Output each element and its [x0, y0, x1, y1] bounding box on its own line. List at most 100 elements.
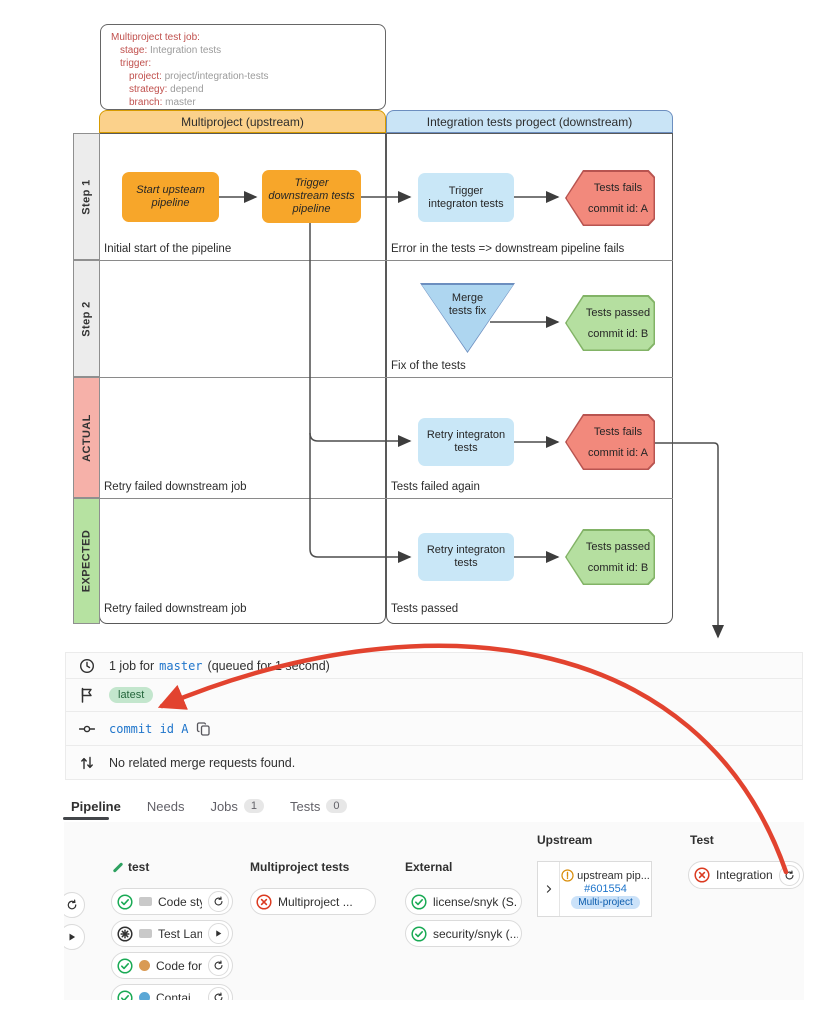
job-summary-pre: 1 job for [109, 658, 155, 673]
code-value: master [165, 97, 196, 108]
retry-icon [67, 899, 77, 910]
pipeline-mr-row: No related merge requests found. [65, 746, 803, 780]
row-divider [99, 498, 673, 499]
job-code-style[interactable]: Code style [111, 888, 233, 915]
retry-downstream-button[interactable] [779, 864, 800, 886]
node-tests-passed-expected: Tests passed commit id: B [565, 529, 655, 585]
commit-link[interactable]: commit id A [109, 721, 189, 736]
job-security-snyk[interactable]: security/snyk (... [405, 920, 522, 947]
code-value: depend [170, 84, 204, 95]
tab-pipeline[interactable]: Pipeline [71, 798, 121, 814]
pipeline-commit-row: commit id A [65, 712, 803, 746]
jobs-count-badge: 1 [243, 799, 265, 813]
job-emoji [139, 897, 152, 906]
status-manual-icon [117, 925, 133, 942]
status-success-icon [411, 893, 427, 910]
expand-chevron[interactable] [538, 862, 560, 916]
retry-icon [214, 960, 223, 970]
branch-link[interactable]: master [159, 658, 203, 673]
pipeline-job-row: 1 job for master (queued for 1 second) [65, 652, 803, 679]
job-summary: 1 job for master (queued for 1 second) [109, 659, 330, 673]
retry-job-button[interactable] [208, 955, 229, 976]
node-start-upstream: Start upsteam pipeline [122, 172, 219, 222]
commit-icon [79, 725, 95, 732]
multi-project-badge: Multi-project [571, 896, 640, 909]
pipeline-graph: test Multiproject tests External Upstrea… [64, 822, 804, 1000]
tab-tests[interactable]: Tests 0 [290, 799, 347, 814]
job-license-snyk[interactable]: license/snyk (S... [405, 888, 522, 915]
caption-expected-upstream: Retry failed downstream job [104, 603, 247, 615]
caption-step1-downstream: Error in the tests => downstream pipelin… [391, 243, 625, 255]
job-test-lam[interactable]: Test Lam... [111, 920, 233, 947]
status-success-icon [411, 925, 427, 942]
row-label-actual: ACTUAL [73, 377, 100, 498]
yaml-code-block: Multiproject test job: stage: Integratio… [100, 24, 386, 110]
caption-step2-downstream: Fix of the tests [391, 360, 466, 372]
chevron-right-icon [546, 885, 551, 893]
code-key: strategy: [129, 84, 168, 95]
job-cut-off[interactable]: Contai... [111, 984, 233, 1000]
mr-status-text: No related merge requests found. [109, 755, 296, 770]
status-success-icon [117, 989, 133, 1000]
stage-multiproject-tests: Multiproject tests [250, 860, 350, 874]
code-key: project: [129, 71, 162, 82]
node-merge-tests-fix: Merge tests fix [420, 283, 515, 353]
flag-icon [81, 687, 92, 703]
row-label-step1: Step 1 [73, 133, 100, 260]
job-summary-post: (queued for 1 second) [207, 658, 330, 673]
status-failed-icon [694, 867, 710, 883]
copy-icon[interactable] [196, 721, 212, 737]
status-warning-icon [561, 869, 574, 882]
upstream-pipeline-card[interactable]: upstream pip... #601554 Multi-project [537, 861, 652, 917]
retry-job-button[interactable] [64, 892, 85, 918]
pipeline-flags-row: latest [65, 679, 803, 712]
brush-icon [112, 861, 124, 873]
node-tests-fails-actual: Tests fails commit id: A [565, 414, 655, 470]
node-retry-expected: Retry integraton tests [418, 533, 514, 581]
code-line: Multiproject test job: [111, 32, 200, 43]
play-job-button[interactable] [64, 924, 85, 950]
code-value: Integration tests [150, 45, 222, 56]
node-tests-fails-step1: Tests fails commit id: A [565, 170, 655, 226]
retry-job-button[interactable] [208, 987, 229, 1000]
play-icon [69, 933, 76, 941]
retry-icon [214, 992, 223, 1000]
job-multiproject[interactable]: Multiproject ... [250, 888, 376, 915]
row-label-step2: Step 2 [73, 260, 100, 377]
row-divider [99, 377, 673, 378]
caption-expected-downstream: Tests passed [391, 603, 459, 615]
merge-request-icon [81, 756, 93, 769]
upstream-pipeline-id-link[interactable]: #601554 [584, 883, 627, 895]
caption-step1-upstream: Initial start of the pipeline [104, 243, 232, 255]
row-divider [99, 260, 673, 261]
job-integration-tests[interactable]: Integration t... [688, 861, 804, 889]
node-tests-passed-step2: Tests passed commit id: B [565, 295, 655, 351]
pipeline-tabs: Pipeline Needs Jobs 1 Tests 0 [65, 790, 803, 822]
stage-test: test [112, 860, 149, 874]
status-failed-icon [256, 893, 272, 910]
tab-needs[interactable]: Needs [146, 798, 185, 814]
tab-jobs[interactable]: Jobs 1 [210, 799, 265, 814]
upstream-pipeline-name: upstream pip... [577, 869, 650, 882]
caption-actual-downstream: Tests failed again [391, 481, 480, 493]
node-trigger-downstream: Trigger downstream tests pipeline [262, 170, 361, 223]
job-code-for[interactable]: Code for... [111, 952, 233, 979]
code-key: branch: [129, 97, 163, 108]
stage-test-downstream: Test [690, 833, 714, 847]
tests-count-badge: 0 [326, 799, 347, 813]
downstream-column-header: Integration tests progect (downstream) [386, 110, 673, 133]
upstream-column-header: Multiproject (upstream) [99, 110, 386, 133]
clock-icon [79, 658, 95, 673]
code-value: project/integration-tests [164, 71, 269, 82]
status-success-icon [117, 893, 133, 910]
status-success-icon [117, 957, 133, 974]
job-emoji [139, 929, 152, 938]
latest-badge: latest [109, 687, 154, 703]
code-key: trigger: [120, 58, 152, 69]
node-trigger-integration: Trigger integraton tests [418, 173, 514, 222]
retry-icon [785, 869, 794, 879]
play-job-button[interactable] [208, 923, 229, 944]
play-icon [216, 930, 222, 937]
retry-job-button[interactable] [208, 891, 229, 912]
